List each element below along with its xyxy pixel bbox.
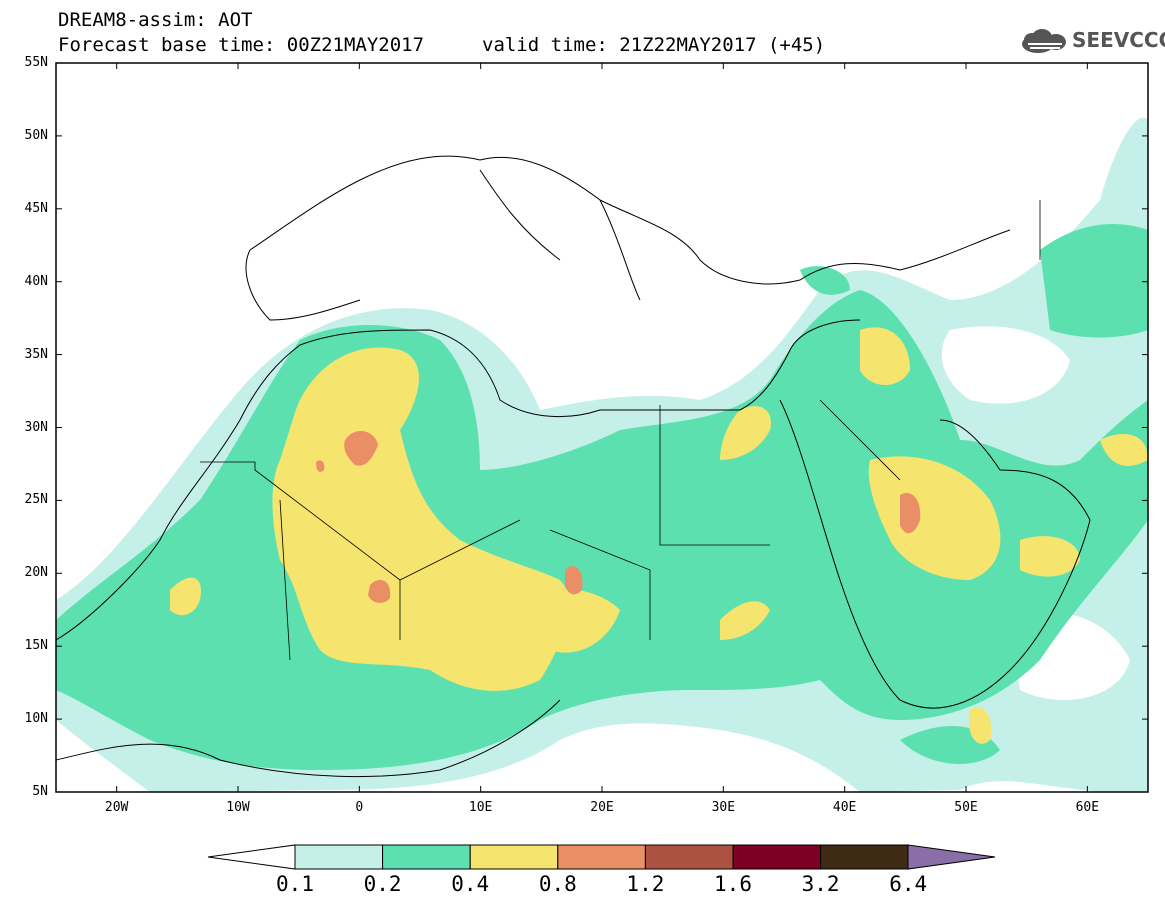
lat-label: 10N xyxy=(24,711,48,727)
lon-label: 60E xyxy=(1075,800,1100,815)
colorbar-label: 0.8 xyxy=(538,872,577,896)
map-title: DREAM8-assim: AOT xyxy=(58,9,253,31)
lon-label: 20W xyxy=(104,800,129,815)
coastlines xyxy=(56,155,1091,778)
lon-label: 0 xyxy=(355,800,364,815)
colorbar-box xyxy=(382,844,471,870)
lat-label: 30N xyxy=(24,419,48,435)
lat-label: 25N xyxy=(24,492,48,508)
colorbar-label: 0.1 xyxy=(276,872,314,896)
colorbar-box xyxy=(557,844,646,870)
lat-label: 35N xyxy=(24,346,48,362)
colorbar-label: 6.4 xyxy=(889,872,928,896)
colorbar-boxes xyxy=(294,844,909,870)
lat-label: 45N xyxy=(24,200,48,216)
forecast-base-time: Forecast base time: 00Z21MAY2017 xyxy=(58,34,425,56)
colorbar-label: 1.2 xyxy=(626,872,665,896)
lon-label: 30E xyxy=(711,800,736,815)
colorbar-label: 3.2 xyxy=(801,872,840,896)
lat-label: 20N xyxy=(24,565,48,581)
colorbar xyxy=(207,844,996,870)
logo-text: SEEVCCC xyxy=(1072,28,1165,52)
axis-ticks xyxy=(56,62,1148,793)
valid-time: valid time: 21Z22MAY2017 (+45) xyxy=(482,34,826,56)
lon-label: 10E xyxy=(468,800,493,815)
lon-label: 40E xyxy=(832,800,857,815)
colorbar-box xyxy=(294,844,384,870)
lat-label: 15N xyxy=(24,638,48,654)
colorbar-label: 0.4 xyxy=(451,872,490,896)
cloud-logo-icon xyxy=(1022,29,1066,53)
lon-label: 50E xyxy=(954,800,978,815)
lat-label: 40N xyxy=(24,273,48,289)
aot-fields xyxy=(56,117,1148,792)
colorbar-label: 0.2 xyxy=(363,872,402,896)
colorbar-low-arrow xyxy=(207,844,296,870)
colorbar-box xyxy=(644,844,734,870)
colorbar-label: 1.6 xyxy=(714,872,752,896)
colorbar-high-arrow xyxy=(907,844,996,870)
lat-label: 5N xyxy=(32,784,48,799)
aot-band-0.8 xyxy=(344,430,378,466)
colorbar-box xyxy=(732,844,822,870)
colorbar-box xyxy=(469,844,559,870)
lat-label: 50N xyxy=(24,127,48,143)
colorbar-box xyxy=(820,844,909,870)
country-borders xyxy=(200,200,1041,661)
lon-label: 10W xyxy=(226,800,250,815)
lon-label: 20E xyxy=(590,800,614,815)
aot-band-0.4 xyxy=(272,347,569,691)
lat-label: 55N xyxy=(24,55,48,70)
